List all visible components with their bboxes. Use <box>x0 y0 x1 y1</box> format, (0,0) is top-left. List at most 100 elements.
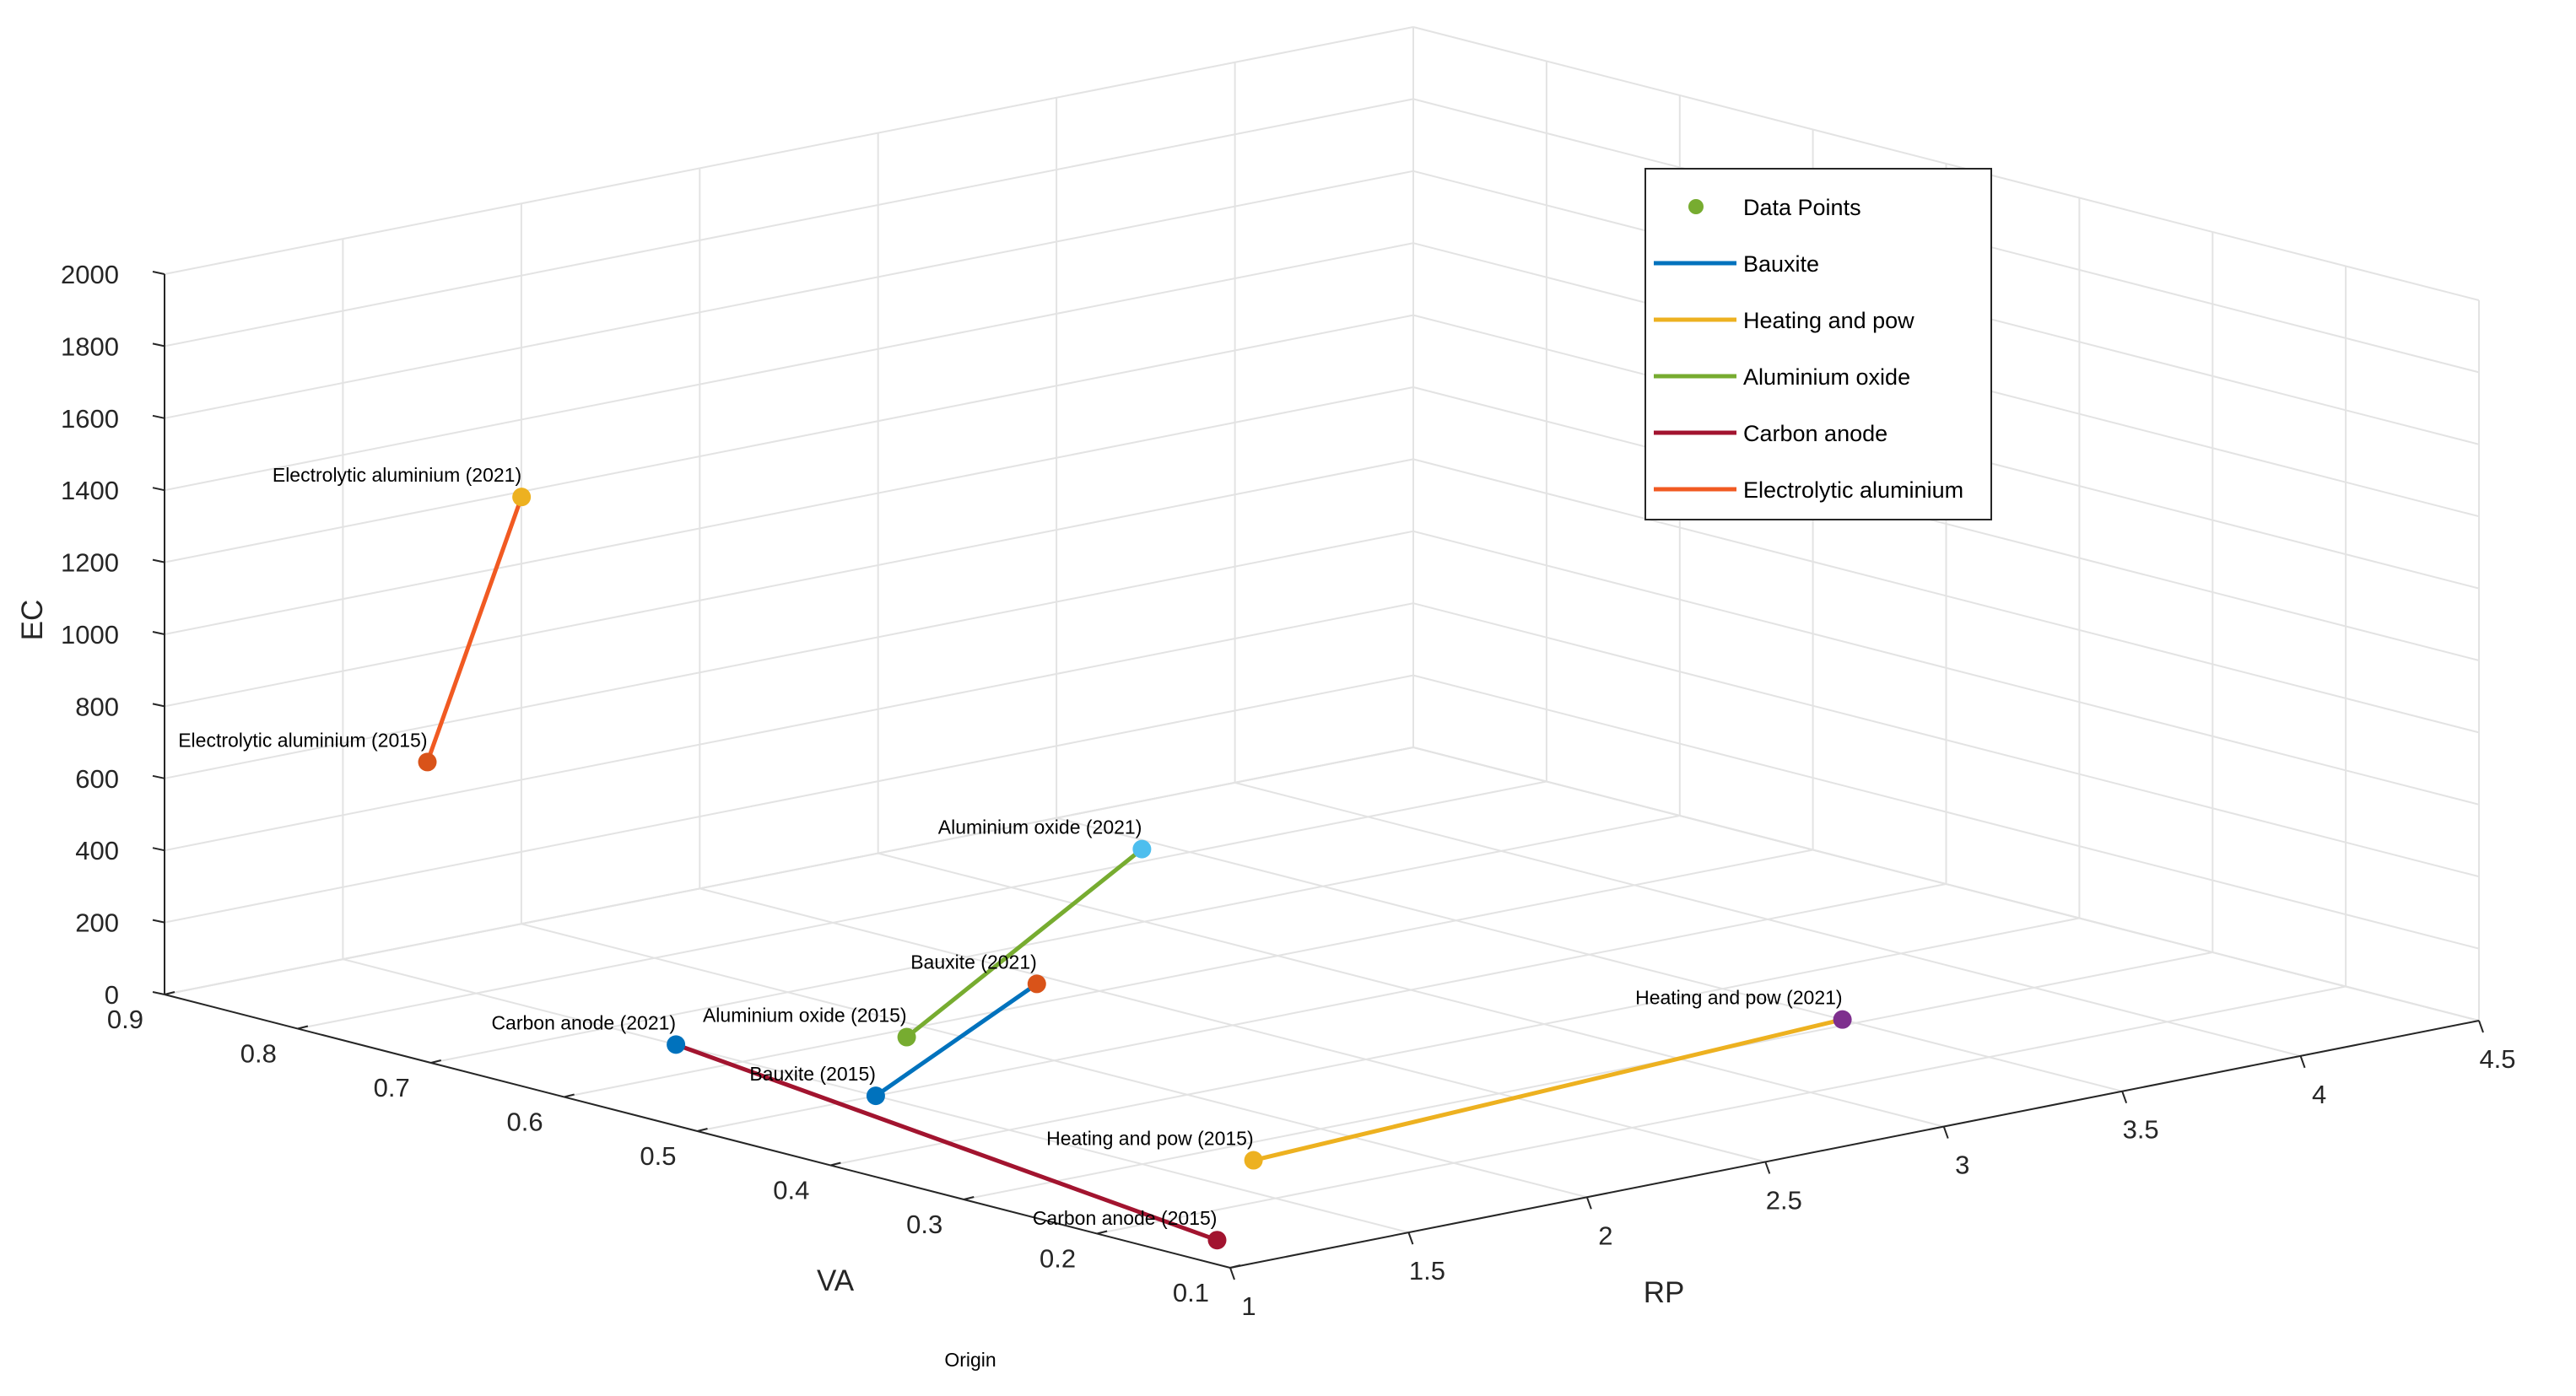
back-wall-gridline-z <box>164 674 1414 924</box>
data-point-carbon-anode-2015 <box>1207 1231 1227 1250</box>
data-label-aluminium-oxide-2021: Aluminium oxide (2021) <box>938 817 1142 838</box>
y-tick-label: 0.7 <box>374 1073 410 1102</box>
back-wall-gridline-z <box>164 314 1414 563</box>
legend-box <box>1644 168 1992 520</box>
z-tick <box>152 991 165 995</box>
x-tick <box>2121 1091 2128 1104</box>
x-tick-label: 3.5 <box>2123 1115 2159 1145</box>
z-tick <box>152 631 165 635</box>
y-tick <box>830 1162 841 1167</box>
x-tick <box>2299 1055 2306 1069</box>
y-tick <box>1229 1264 1241 1269</box>
data-point-heating-and-pow-2021 <box>1833 1010 1852 1029</box>
z-tick-label: 1200 <box>61 548 119 578</box>
y-tick <box>564 1093 575 1098</box>
x-tick-label: 3 <box>1955 1151 1969 1180</box>
legend: Data Points Bauxite Heating and pow Alumini… <box>1644 168 1992 520</box>
z-tick <box>152 774 165 779</box>
y-axis-label: VA <box>817 1264 855 1297</box>
x-tick-label: 4 <box>2312 1080 2326 1109</box>
data-layer <box>418 488 1852 1250</box>
y-tick-label: 0.8 <box>240 1039 277 1069</box>
series-line-heating-and-pow <box>1253 1017 1844 1162</box>
y-tick <box>430 1059 441 1064</box>
legend-label-carbon-anode: Carbon anode <box>1743 421 1887 446</box>
legend-label-bauxite: Bauxite <box>1743 251 1819 277</box>
z-tick-label: 200 <box>75 908 119 938</box>
data-label-electrolytic-aluminium-2021: Electrolytic aluminium (2021) <box>273 464 521 486</box>
side-wall-gridline-z <box>1412 26 2480 301</box>
series-line-electrolytic-aluminium <box>425 496 524 763</box>
series-line-bauxite <box>874 982 1039 1098</box>
z-tick-label: 1400 <box>61 476 119 505</box>
series-line-carbon-anode <box>675 1043 1218 1242</box>
data-label-heating-and-pow-2015: Heating and pow (2015) <box>1046 1128 1254 1150</box>
side-wall-gridline-z <box>1412 530 2480 806</box>
z-axis-label: EC <box>16 600 49 641</box>
z-tick <box>152 919 165 924</box>
point-label-layer: Bauxite (2015) Bauxite (2021) Heating and … <box>178 464 1842 1229</box>
z-tick-label: 1600 <box>61 404 119 434</box>
side-wall-gridline-z <box>1412 747 2480 1021</box>
data-point-electrolytic-aluminium-2021 <box>512 488 532 507</box>
back-wall-gridline-z <box>164 98 1414 348</box>
x-tick-label: 2 <box>1598 1221 1612 1250</box>
legend-label-electrolytic-aluminium: Electrolytic aluminium <box>1743 477 1963 503</box>
x-axis-label: RP <box>1644 1276 1685 1309</box>
origin-caption: Origin <box>944 1349 996 1371</box>
z-tick <box>152 342 165 348</box>
data-label-aluminium-oxide-2015: Aluminium oxide (2015) <box>703 1005 907 1027</box>
y-tick-label: 0.5 <box>640 1141 676 1171</box>
data-label-carbon-anode-2015: Carbon anode (2015) <box>1033 1207 1218 1229</box>
side-wall-gridline-z <box>1412 386 2480 661</box>
z-tick <box>152 487 165 492</box>
back-wall-gridline-z <box>164 747 1414 995</box>
floor-gridline-y <box>830 917 2080 1167</box>
y-tick <box>964 1196 975 1200</box>
x-tick-label: 1 <box>1241 1291 1256 1321</box>
data-point-heating-and-pow-2015 <box>1244 1151 1263 1170</box>
y-tick-label: 0.2 <box>1040 1244 1076 1274</box>
x-tick-label: 2.5 <box>1766 1185 1802 1215</box>
data-label-electrolytic-aluminium-2015: Electrolytic aluminium (2015) <box>178 729 427 751</box>
back-wall-gridline-z <box>164 530 1414 779</box>
grid-layer <box>164 26 2480 1269</box>
z-tick-label: 800 <box>75 692 119 721</box>
back-wall-gridline-z <box>164 242 1414 492</box>
x-tick <box>1407 1232 1414 1245</box>
z-tick-label: 600 <box>75 764 119 794</box>
legend-label-heating-and-pow: Heating and pow <box>1743 308 1914 333</box>
z-tick-label: 1000 <box>61 620 119 649</box>
x-tick <box>1764 1162 1771 1174</box>
floor-gridline-y <box>697 883 1947 1132</box>
legend-label-aluminium-oxide: Aluminium oxide <box>1743 364 1910 390</box>
series-line-aluminium-oxide <box>905 847 1143 1039</box>
z-tick <box>152 558 165 563</box>
y-tick <box>1096 1230 1108 1235</box>
y-tick-label: 0.4 <box>773 1176 809 1205</box>
data-point-bauxite-2021 <box>1027 974 1046 994</box>
axis-layer: 1 1.5 2 2.5 3 3.5 4 4.5 0.1 0.2 0.3 0.4 0.5 0.6 0.7 0.8… <box>61 260 2516 1321</box>
back-wall-gridline-z <box>164 602 1414 852</box>
z-tick-label: 1800 <box>61 331 119 361</box>
x-tick <box>2478 1020 2484 1033</box>
floor-gridline-y <box>564 849 1813 1098</box>
side-wall-gridline-z <box>1412 458 2480 734</box>
z-tick-label: 400 <box>75 836 119 865</box>
data-point-aluminium-oxide-2015 <box>897 1027 916 1047</box>
side-wall-gridline-z <box>1412 602 2480 878</box>
floor-gridline-y <box>430 815 1680 1064</box>
data-point-aluminium-oxide-2021 <box>1132 839 1152 859</box>
data-label-bauxite-2021: Bauxite (2021) <box>910 951 1037 973</box>
x-tick-label: 1.5 <box>1409 1256 1445 1286</box>
x-tick <box>1229 1267 1235 1280</box>
z-tick <box>152 414 165 419</box>
data-label-carbon-anode-2021: Carbon anode (2021) <box>491 1011 676 1033</box>
z-tick-label: 2000 <box>61 260 119 289</box>
back-wall-gridline-z <box>164 458 1414 708</box>
x-tick <box>1585 1196 1592 1210</box>
x-axis-line <box>1229 1020 2480 1269</box>
y-tick-label: 0.3 <box>906 1210 942 1239</box>
z-tick-label: 0 <box>105 980 119 1010</box>
